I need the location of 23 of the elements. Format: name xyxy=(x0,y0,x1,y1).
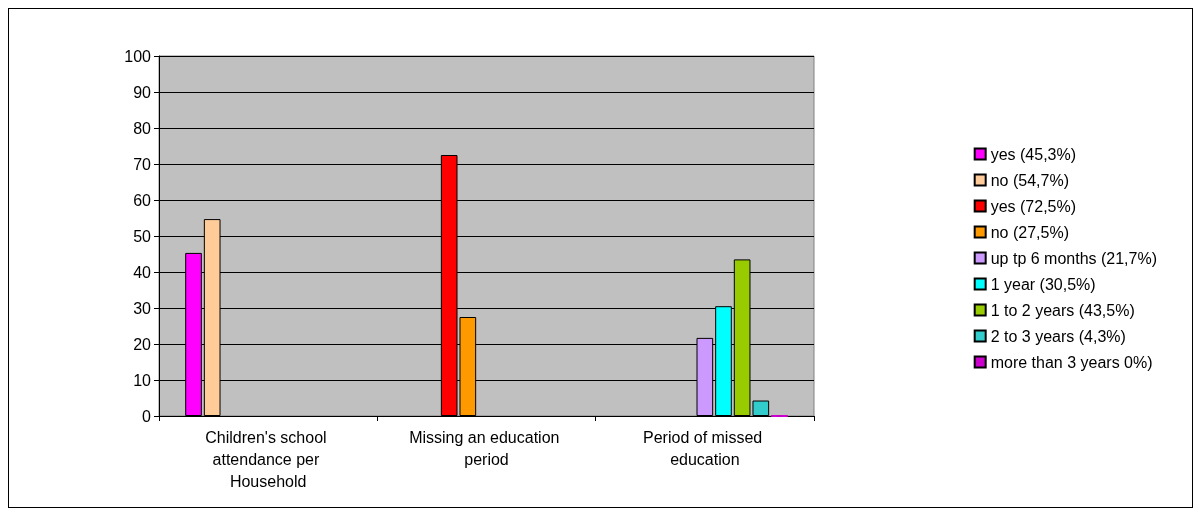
legend-label: no (54,7%) xyxy=(990,171,1069,189)
y-tick-label: 90 xyxy=(133,83,152,101)
y-tick-label: 20 xyxy=(133,335,152,353)
legend-label: yes (45,3%) xyxy=(990,145,1077,163)
y-tick-label: 50 xyxy=(133,227,152,245)
legend-label: 2 to 3 years (4,3%) xyxy=(990,327,1126,345)
y-tick-label: 80 xyxy=(133,119,152,137)
y-tick-label: 40 xyxy=(133,263,152,281)
legend-label: more than 3 years 0%) xyxy=(990,353,1153,371)
legend-label: 1 year (30,5%) xyxy=(990,275,1096,293)
y-tick-label: 0 xyxy=(142,407,152,425)
x-tick-label: Children's school attendance per Household xyxy=(205,428,332,490)
legend-label: no (27,5%) xyxy=(990,223,1069,241)
y-tick-label: 70 xyxy=(133,155,152,173)
y-tick-label: 30 xyxy=(133,299,152,317)
legend-label: 1 to 2 years (43,5%) xyxy=(990,301,1135,319)
legend-label: up tp 6 months (21,7%) xyxy=(990,249,1157,267)
x-tick-label: Missing an education period xyxy=(409,428,564,468)
y-tick-label: 10 xyxy=(133,371,152,389)
y-tick-label: 60 xyxy=(133,191,152,209)
legend-label: yes (72,5%) xyxy=(990,197,1077,215)
y-tick-label: 100 xyxy=(124,47,152,65)
x-tick-label: Period of missed education xyxy=(643,428,767,468)
